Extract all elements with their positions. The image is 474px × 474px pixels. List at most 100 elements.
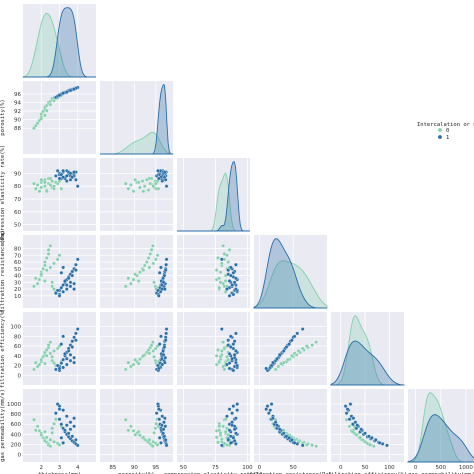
scatter-point-1 [287,435,291,440]
x-axis-label: thickness(mm) [38,472,81,474]
x-axis-label: gas permeability(mm/s) [408,472,474,474]
scatter-point-1 [292,334,297,339]
scatter-point-0 [133,272,138,277]
scatter-point-0 [136,361,141,366]
scatter-point-1 [227,407,232,411]
scatter-point-1 [230,356,234,361]
scatter-point-0 [126,186,131,191]
scatter-point-0 [52,261,56,266]
scatter-point-0 [48,265,53,270]
scatter-point-0 [52,184,56,189]
scatter-point-1 [64,90,69,95]
x-axis-label: porosity(%) [118,472,154,474]
panel-permeability-vs-compression [177,389,250,462]
x-tick-label: 50 [180,465,187,471]
scatter-point-0 [214,353,219,358]
scatter-point-1 [53,411,58,416]
scatter-point-1 [234,442,238,446]
scatter-point-1 [156,288,160,293]
x-tick-label: 0 [339,465,343,471]
scatter-point-1 [231,292,236,297]
x-tick-label: 2 [40,465,44,471]
y-tick-label: 20 [14,287,21,293]
scatter-point-0 [37,277,42,282]
scatter-point-1 [271,416,275,421]
scatter-point-0 [296,349,301,353]
scatter-point-1 [219,327,224,331]
scatter-point-0 [153,426,158,431]
panel-background [254,312,327,385]
scatter-point-0 [44,108,49,113]
scatter-point-1 [164,443,169,448]
scatter-point-1 [59,361,64,365]
scatter-point-1 [228,265,233,270]
scatter-point-0 [32,181,36,186]
scatter-point-1 [66,276,71,281]
scatter-point-0 [141,353,146,358]
scatter-point-1 [271,360,275,365]
panel-porosity-vs-thickness: 88 90 92 94 96 [14,81,96,154]
scatter-point-1 [219,257,224,262]
scatter-point-1 [160,362,165,367]
scatter-point-0 [39,357,44,362]
scatter-point-0 [50,280,55,285]
scatter-point-0 [39,432,44,437]
scatter-point-1 [159,265,163,270]
scatter-point-1 [70,434,75,439]
panel-background [254,389,327,462]
y-tick-label: 0 [18,452,22,458]
scatter-point-1 [162,170,167,174]
kde-curve-1 [177,161,250,232]
scatter-point-0 [289,353,294,358]
scatter-point-0 [155,253,160,258]
scatter-point-0 [52,361,56,365]
scatter-point-0 [43,279,47,283]
y-tick-label: 60 [14,260,21,266]
scatter-point-1 [61,283,66,287]
scatter-point-1 [156,366,161,371]
scatter-point-1 [359,427,364,432]
kde-curve-1 [100,84,174,155]
scatter-point-0 [33,360,38,365]
legend-label-1: 1 [446,135,449,141]
y-tick-label: 40 [14,274,21,280]
scatter-point-0 [50,284,55,289]
scatter-point-0 [300,346,305,351]
scatter-point-1 [234,276,238,281]
y-tick-label: 50 [14,223,21,229]
scatter-point-1 [72,87,76,92]
scatter-point-0 [48,102,53,107]
y-tick-label: 90 [14,171,21,177]
scatter-point-1 [163,338,168,343]
scatter-point-0 [126,276,131,281]
scatter-point-1 [228,441,233,445]
scatter-point-0 [32,126,36,131]
scatter-point-0 [131,189,136,194]
scatter-point-0 [150,340,155,345]
scatter-point-0 [131,362,136,367]
scatter-point-1 [162,434,167,439]
scatter-point-1 [154,411,159,416]
scatter-point-1 [161,280,166,285]
scatter-point-1 [231,404,236,408]
scatter-point-1 [75,327,80,331]
scatter-point-1 [75,257,80,262]
scatter-point-1 [61,265,66,270]
scatter-point-1 [163,424,168,429]
scatter-point-0 [216,256,220,260]
scatter-point-1 [300,327,305,331]
scatter-point-0 [304,344,309,348]
scatter-point-0 [354,432,359,437]
scatter-point-0 [48,243,53,248]
scatter-point-1 [66,349,71,353]
scatter-point-1 [72,360,76,365]
scatter-point-0 [226,357,231,362]
scatter-point-0 [52,440,56,444]
scatter-point-1 [72,170,76,174]
panel-background [100,312,173,385]
scatter-point-0 [276,364,281,369]
y-tick-label: 40 [14,354,21,360]
scatter-point-1 [70,345,75,349]
scatter-point-0 [141,189,146,194]
